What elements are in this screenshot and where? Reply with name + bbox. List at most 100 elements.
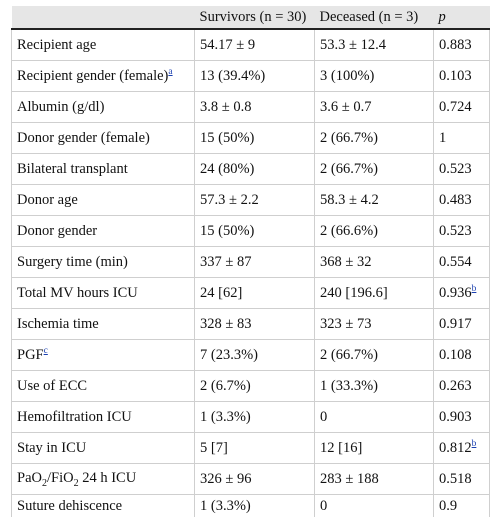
p-value-cell: 0.9 xyxy=(433,494,490,517)
deceased-cell: 12 [16] xyxy=(314,432,434,464)
p-value-cell: 0.103 xyxy=(433,60,490,92)
p-value-cell: 0.883 xyxy=(433,29,490,61)
deceased-cell: 2 (66.7%) xyxy=(314,339,434,371)
deceased-cell: 0 xyxy=(314,401,434,433)
p-value-cell: 0.812b xyxy=(433,432,490,464)
p-value-cell: 0.518 xyxy=(433,463,490,495)
table-row: Albumin (g/dl) 3.8 ± 0.8 3.6 ± 0.7 0.724 xyxy=(11,91,490,123)
row-label: Albumin (g/dl) xyxy=(11,91,195,123)
table-row: PaO2/FiO2 24 h ICU 326 ± 96 283 ± 188 0.… xyxy=(11,463,490,495)
survivors-cell: 1 (3.3%) xyxy=(194,494,315,517)
survivors-cell: 13 (39.4%) xyxy=(194,60,315,92)
p-value-cell: 0.917 xyxy=(433,308,490,340)
survivors-cell: 5 [7] xyxy=(194,432,315,464)
table-row: PGFc 7 (23.3%) 2 (66.7%) 0.108 xyxy=(11,339,490,371)
row-label-text: Recipient age xyxy=(17,36,97,53)
row-label-text: Recipient gender (female) xyxy=(17,67,169,84)
survivors-cell: 15 (50%) xyxy=(194,215,315,247)
p-value-cell: 0.483 xyxy=(433,184,490,216)
survivors-cell: 24 (80%) xyxy=(194,153,315,185)
row-label-text: Albumin (g/dl) xyxy=(17,98,105,115)
header-survivors: Survivors (n = 30) xyxy=(194,6,315,30)
row-label: Ischemia time xyxy=(11,308,195,340)
subscript: 2 xyxy=(41,477,47,489)
p-value-text: 0.812 xyxy=(439,439,472,456)
p-value-text: 0.936 xyxy=(439,284,472,301)
survivors-cell: 328 ± 83 xyxy=(194,308,315,340)
row-label-text: Ischemia time xyxy=(17,315,99,332)
row-label-text: Suture dehiscence xyxy=(17,497,123,514)
footnote-link[interactable]: b xyxy=(471,284,477,295)
table-row: Use of ECC 2 (6.7%) 1 (33.3%) 0.263 xyxy=(11,370,490,402)
table-row: Donor gender (female) 15 (50%) 2 (66.7%)… xyxy=(11,122,490,154)
p-value-cell: 0.936b xyxy=(433,277,490,309)
deceased-cell: 323 ± 73 xyxy=(314,308,434,340)
footnote-link[interactable]: b xyxy=(471,439,477,450)
table-row: Total MV hours ICU 24 [62] 240 [196.6] 0… xyxy=(11,277,490,309)
row-label-text: Hemofiltration ICU xyxy=(17,408,132,425)
header-variable xyxy=(11,6,195,30)
row-label: Donor age xyxy=(11,184,195,216)
row-label-text: 24 h ICU xyxy=(78,469,137,486)
deceased-cell: 368 ± 32 xyxy=(314,246,434,278)
table-row: Surgery time (min) 337 ± 87 368 ± 32 0.5… xyxy=(11,246,490,278)
table-row: Bilateral transplant 24 (80%) 2 (66.7%) … xyxy=(11,153,490,185)
deceased-cell: 2 (66.7%) xyxy=(314,153,434,185)
survivors-cell: 2 (6.7%) xyxy=(194,370,315,402)
table-header-row: Survivors (n = 30) Deceased (n = 3) p xyxy=(11,6,490,30)
row-label-text: PGF xyxy=(17,346,44,363)
survivors-cell: 7 (23.3%) xyxy=(194,339,315,371)
table-row: Stay in ICU 5 [7] 12 [16] 0.812b xyxy=(11,432,490,464)
row-label: Recipient age xyxy=(11,29,195,61)
row-label-text: Total MV hours ICU xyxy=(17,284,138,301)
survivors-cell: 57.3 ± 2.2 xyxy=(194,184,315,216)
deceased-cell: 53.3 ± 12.4 xyxy=(314,29,434,61)
row-label-text: Bilateral transplant xyxy=(17,160,128,177)
deceased-cell: 2 (66.6%) xyxy=(314,215,434,247)
row-label-text: Donor age xyxy=(17,191,78,208)
deceased-cell: 240 [196.6] xyxy=(314,277,434,309)
row-label: Stay in ICU xyxy=(11,432,195,464)
deceased-cell: 0 xyxy=(314,494,434,517)
row-label: Total MV hours ICU xyxy=(11,277,195,309)
row-label: Hemofiltration ICU xyxy=(11,401,195,433)
p-value-cell: 0.903 xyxy=(433,401,490,433)
survivors-cell: 3.8 ± 0.8 xyxy=(194,91,315,123)
row-label-text: Use of ECC xyxy=(17,377,88,394)
footnote-link[interactable]: a xyxy=(168,67,173,78)
row-label: Suture dehiscence xyxy=(11,494,195,517)
p-value-cell: 0.724 xyxy=(433,91,490,123)
row-label: Donor gender (female) xyxy=(11,122,195,154)
row-label: Recipient gender (female)a xyxy=(11,60,195,92)
deceased-cell: 283 ± 188 xyxy=(314,463,434,495)
row-label: PGFc xyxy=(11,339,195,371)
p-value-cell: 0.108 xyxy=(433,339,490,371)
header-p-value: p xyxy=(433,6,490,30)
table-row: Donor gender 15 (50%) 2 (66.6%) 0.523 xyxy=(11,215,490,247)
survivors-cell: 24 [62] xyxy=(194,277,315,309)
table-row: Ischemia time 328 ± 83 323 ± 73 0.917 xyxy=(11,308,490,340)
table-row: Hemofiltration ICU 1 (3.3%) 0 0.903 xyxy=(11,401,490,433)
row-label: Bilateral transplant xyxy=(11,153,195,185)
comparison-table: Survivors (n = 30) Deceased (n = 3) p Re… xyxy=(11,6,490,517)
subscript: 2 xyxy=(73,477,79,489)
survivors-cell: 54.17 ± 9 xyxy=(194,29,315,61)
table-row: Recipient age 54.17 ± 9 53.3 ± 12.4 0.88… xyxy=(11,29,490,61)
p-value-cell: 0.263 xyxy=(433,370,490,402)
row-label: Use of ECC xyxy=(11,370,195,402)
survivors-cell: 15 (50%) xyxy=(194,122,315,154)
survivors-cell: 337 ± 87 xyxy=(194,246,315,278)
survivors-cell: 326 ± 96 xyxy=(194,463,315,495)
row-label: Donor gender xyxy=(11,215,195,247)
row-label-text: Donor gender xyxy=(17,222,98,239)
row-label-text: /FiO xyxy=(46,469,74,486)
row-label: PaO2/FiO2 24 h ICU xyxy=(11,463,195,495)
p-value-cell: 1 xyxy=(433,122,490,154)
survivors-cell: 1 (3.3%) xyxy=(194,401,315,433)
table-row: Suture dehiscence 1 (3.3%) 0 0.9 xyxy=(11,494,490,517)
deceased-cell: 3 (100%) xyxy=(314,60,434,92)
row-label-text: PaO xyxy=(17,469,42,486)
deceased-cell: 58.3 ± 4.2 xyxy=(314,184,434,216)
footnote-link[interactable]: c xyxy=(43,346,48,357)
row-label-text: Donor gender (female) xyxy=(17,129,150,146)
